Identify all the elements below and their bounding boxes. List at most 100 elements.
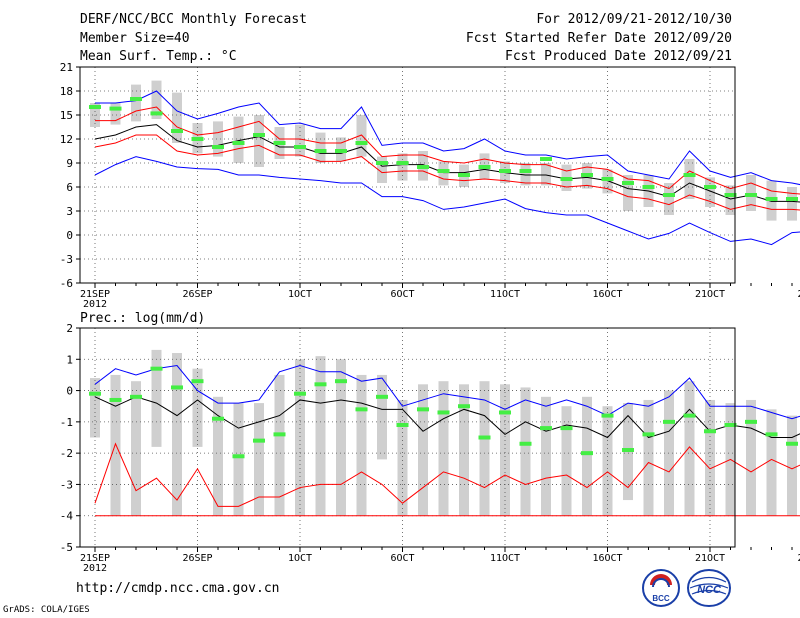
temp-observed-mark <box>212 145 224 149</box>
prec-observed-mark <box>519 441 532 446</box>
prec-ensemble-box <box>90 378 100 438</box>
temp-observed-mark <box>765 197 778 201</box>
prec-observed-mark <box>355 407 368 412</box>
temp-xtick-label: 11OCT <box>490 289 520 300</box>
prec-xtick-label: 6OCT <box>390 553 414 564</box>
temp-observed-mark <box>622 181 634 185</box>
temp-ensemble-box <box>213 121 223 157</box>
temp-ensemble-box <box>377 156 387 183</box>
temp-ensemble-box <box>684 159 695 199</box>
temp-ytick-label: 21 <box>60 61 73 74</box>
member-size: Member Size=40 <box>80 31 190 46</box>
prec-observed-mark <box>786 441 798 446</box>
prec-observed-mark <box>212 416 224 421</box>
temp-observed-mark <box>581 173 593 177</box>
start-date: Fcst Started Refer Date 2012/09/20 <box>465 31 732 46</box>
temp-ensemble-box <box>725 185 736 215</box>
prec-observed-mark <box>335 379 347 384</box>
temp-observed-mark <box>437 169 450 173</box>
prec-ensemble-box <box>315 356 326 516</box>
prec-observed-mark <box>376 394 388 399</box>
prec-xtick-label: 21SEP <box>80 553 110 564</box>
prec-series-mean <box>94 396 800 439</box>
prec-observed-mark <box>745 419 757 424</box>
temp-observed-mark <box>396 161 409 165</box>
prec-ensemble-box <box>213 396 223 516</box>
temp-observed-mark <box>253 133 265 137</box>
temp-observed-mark <box>335 149 347 153</box>
temp-ytick-label: 18 <box>60 85 73 98</box>
temp-observed-mark <box>314 149 327 153</box>
prec-title: Prec.: log(mm/d) <box>80 311 205 326</box>
prec-observed-mark <box>724 422 737 427</box>
temp-ensemble-box <box>623 175 633 211</box>
prec-ensemble-box <box>377 374 387 460</box>
prec-observed-mark <box>232 454 245 459</box>
prec-ensemble-box <box>500 384 510 516</box>
prec-ytick-label: -1 <box>60 416 73 429</box>
prec-series-p90 <box>94 442 800 507</box>
temp-ensemble-box <box>602 169 613 194</box>
temp-xtick-label: 16OCT <box>592 289 622 300</box>
prec-observed-mark <box>294 391 306 396</box>
temp-observed-mark <box>191 137 204 141</box>
prec-observed-mark <box>765 432 778 437</box>
temp-observed-mark <box>560 177 573 181</box>
prec-frame <box>79 327 736 548</box>
prec-observed-mark <box>663 419 675 424</box>
prec-ensemble-box <box>397 399 408 516</box>
temp-series-p10 <box>94 134 800 211</box>
prec-observed-mark <box>417 407 429 412</box>
temp-xtick-label: 21SEP <box>80 289 110 300</box>
temp-ensemble-box <box>151 80 162 119</box>
temp-xtick-label: 26SEP <box>182 289 212 300</box>
temp-ytick-label: 0 <box>66 229 73 242</box>
temp-ensemble-box <box>233 116 244 163</box>
temp-xtick-label: 21OCT <box>695 289 725 300</box>
temp-ensemble-box <box>664 183 674 215</box>
prec-ensemble-box <box>418 384 428 516</box>
temp-observed-mark <box>499 169 511 173</box>
prec-ensemble-box <box>705 399 715 516</box>
prec-ensemble-box <box>295 359 305 516</box>
ncc-logo: NCC <box>687 569 731 607</box>
prec-xtick-label: 16OCT <box>592 553 622 564</box>
prec-ensemble-box <box>172 353 182 516</box>
temp-observed-mark <box>355 141 368 145</box>
prec-ensemble-box <box>684 381 695 516</box>
chart-title: DERF/NCC/BCC Monthly Forecast <box>80 12 307 27</box>
temp-series-max <box>95 90 800 186</box>
temp-ytick-label: 12 <box>60 133 73 146</box>
prec-ensemble-box <box>459 384 469 516</box>
bcc-logo: BCC <box>642 569 680 607</box>
prec-observed-mark <box>458 404 470 409</box>
prec-observed-mark <box>560 426 573 431</box>
prec-ensemble-box <box>643 399 654 516</box>
prec-ensemble-box <box>520 387 531 516</box>
prec-observed-mark <box>601 413 614 418</box>
prec-observed-mark <box>499 410 511 415</box>
website-url[interactable]: http://cmdp.ncc.cma.gov.cn <box>76 581 280 596</box>
prec-ensemble-box <box>438 381 449 516</box>
prec-observed-mark <box>89 391 101 396</box>
temp-ytick-label: -6 <box>60 277 73 290</box>
prec-ytick-label: -3 <box>60 478 73 491</box>
prec-panel: -5 -4 -3 -2 -1 0 1 2 21SEP 26SEP 1OCT 6OCT 11OCT 16OC… <box>60 311 800 574</box>
temp-ytick-label: 3 <box>66 205 73 218</box>
temp-ensemble-box <box>110 103 121 125</box>
prec-ytick-label: -4 <box>60 510 74 523</box>
prec-observed-mark <box>273 432 286 437</box>
temp-ensemble-box <box>787 187 797 221</box>
prec-observed-mark <box>437 410 450 415</box>
temp-ensemble-box <box>520 163 531 186</box>
temp-xtick-label: 1OCT <box>288 289 312 300</box>
prec-observed-mark <box>581 451 593 456</box>
temp-xtick-label: 26OCT <box>797 289 800 300</box>
prec-observed-mark <box>396 422 409 427</box>
svg-text:NCC: NCC <box>697 584 722 596</box>
temp-ytick-label: 9 <box>66 157 73 170</box>
temp-observed-mark <box>232 141 245 145</box>
produced-date: Fcst Produced Date 2012/09/21 <box>505 49 732 64</box>
temp-frame <box>79 66 736 284</box>
temp-observed-mark <box>376 161 388 165</box>
